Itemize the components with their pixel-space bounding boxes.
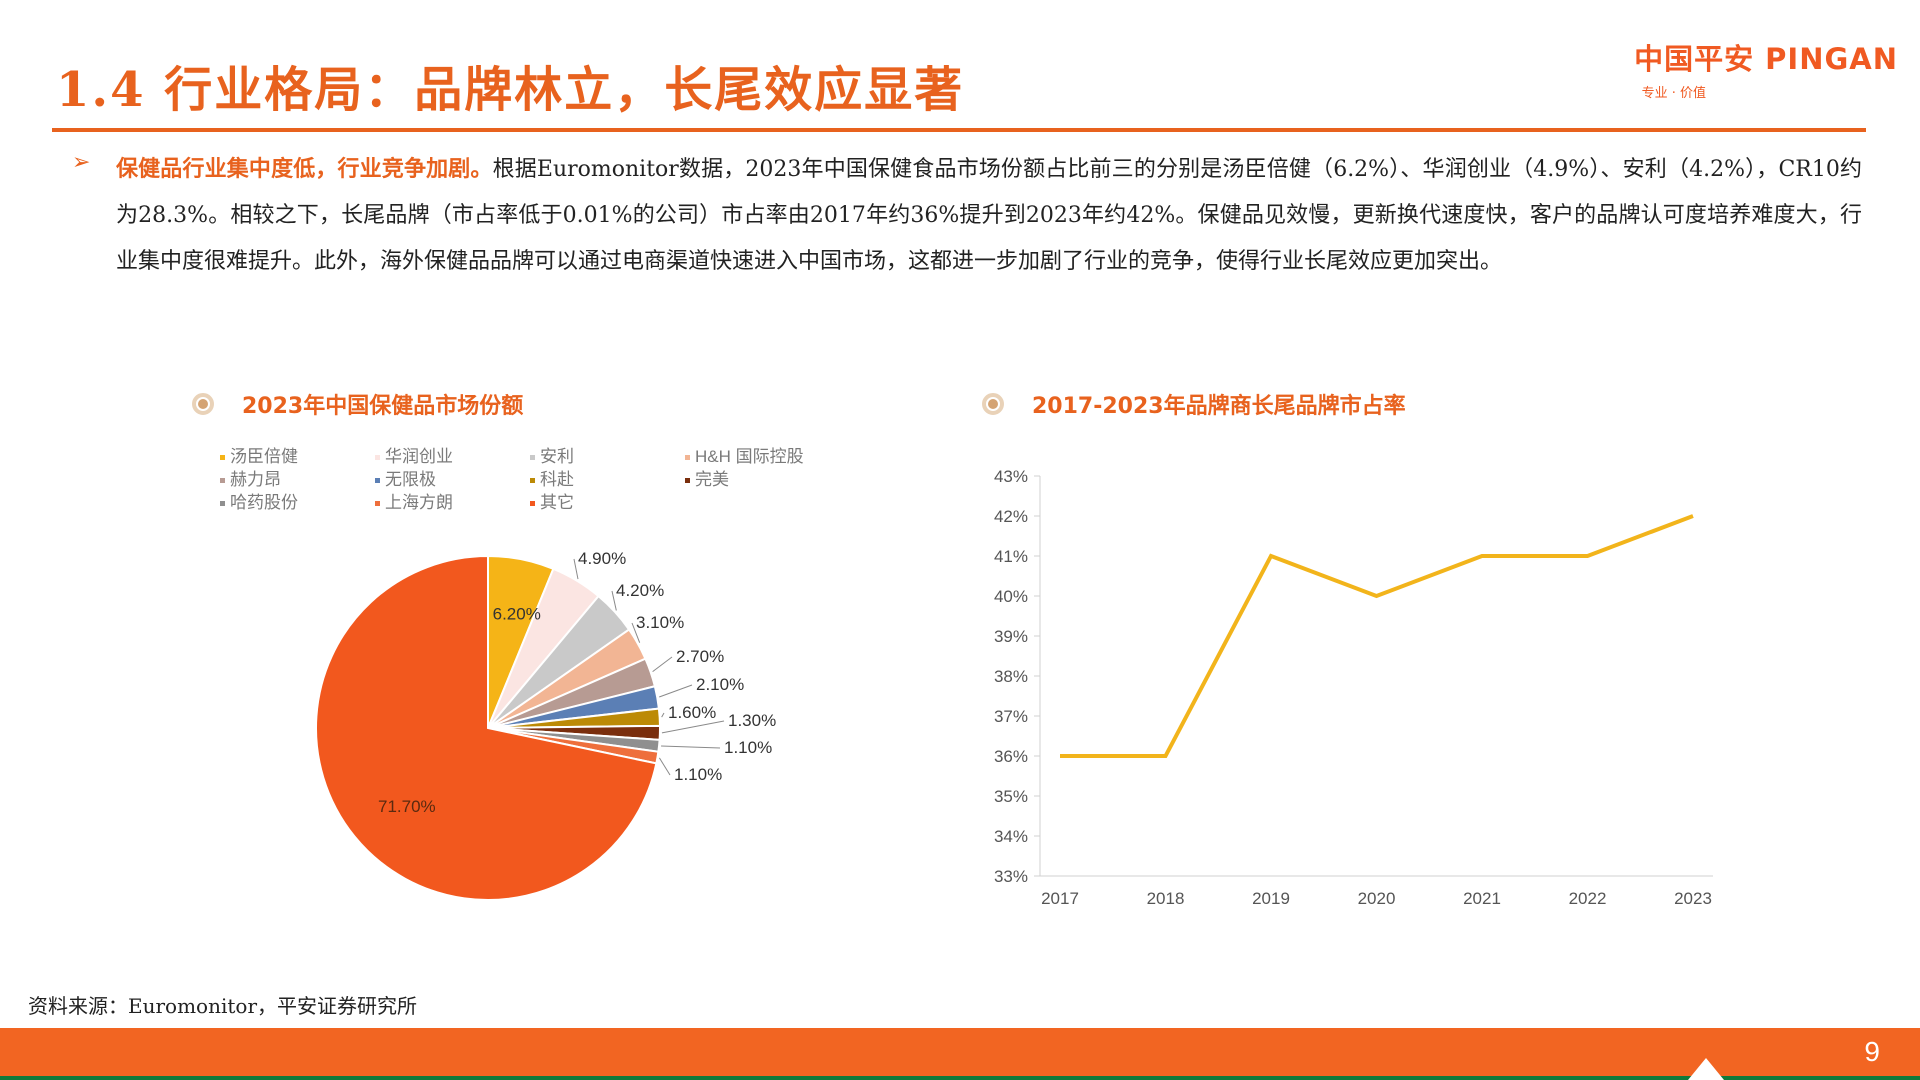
- target-bullet-icon: [192, 393, 214, 415]
- data-label: 6.20%: [493, 604, 541, 623]
- y-tick-label: 36%: [994, 747, 1028, 766]
- data-label: 4.90%: [578, 549, 626, 568]
- legend-label: H&H 国际控股: [695, 447, 804, 466]
- leader-line: [611, 590, 617, 611]
- x-tick-label: 2019: [1252, 889, 1290, 908]
- legend-swatch: [375, 455, 380, 460]
- y-tick-label: 40%: [994, 587, 1028, 606]
- data-label: 1.10%: [724, 738, 772, 757]
- y-tick-label: 34%: [994, 827, 1028, 846]
- legend-label: 赫力昂: [230, 470, 281, 489]
- line-chart-title: 2017-2023年品牌商长尾品牌市占率: [1032, 394, 1406, 419]
- legend-label: 其它: [540, 493, 574, 512]
- x-tick-label: 2018: [1147, 889, 1185, 908]
- long-tail-share-line-chart: 33% 34% 35% 36% 37% 38% 39% 40% 41% 42% 43% 2017 201…: [994, 467, 1713, 908]
- legend-swatch: [375, 478, 380, 483]
- legend-swatch: [685, 478, 690, 483]
- y-tick-label: 41%: [994, 547, 1028, 566]
- footer-green-stripe: [0, 1076, 1920, 1080]
- logo-wordmark: 中国平安 PINGAN: [1634, 42, 1898, 76]
- legend-label: 上海方朗: [385, 493, 453, 512]
- x-tick-label: 2017: [1041, 889, 1079, 908]
- intro-paragraph: 保健品行业集中度低，行业竞争加剧。根据Euromonitor数据，2023年中国…: [116, 146, 1862, 285]
- pie-slice: [315, 554, 658, 901]
- data-label: 2.70%: [676, 647, 724, 666]
- y-tick-label: 37%: [994, 707, 1028, 726]
- y-tick-label: 38%: [994, 667, 1028, 686]
- y-tick-label: 42%: [994, 507, 1028, 526]
- source-note: 资料来源：Euromonitor，平安证券研究所: [28, 994, 418, 1018]
- y-tick-label: 35%: [994, 787, 1028, 806]
- legend-label: 汤臣倍健: [230, 447, 298, 466]
- legend-label: 无限极: [385, 470, 436, 489]
- legend-swatch: [685, 455, 690, 460]
- legend-label: 科赴: [540, 470, 574, 489]
- leader-line: [652, 656, 673, 673]
- pie-chart-heading: 2023年中国保健品市场份额: [192, 388, 523, 420]
- legend-swatch: [220, 455, 225, 460]
- data-label: 4.20%: [616, 581, 664, 600]
- intro-highlight: 保健品行业集中度低，行业竞争加剧。: [116, 156, 493, 182]
- leader-line: [658, 757, 671, 776]
- y-tick-label: 39%: [994, 627, 1028, 646]
- legend-swatch: [220, 501, 225, 506]
- legend-label: 哈药股份: [230, 493, 298, 512]
- y-tick-label: 43%: [994, 467, 1028, 486]
- intro-body: 根据Euromonitor数据，2023年中国保健食品市场份额占比前三的分别是汤…: [116, 157, 1862, 274]
- logo-slogan: 专业 · 价值: [1641, 86, 1706, 101]
- leader-line: [661, 745, 721, 749]
- data-label: 1.10%: [674, 765, 722, 784]
- leader-line: [573, 558, 579, 580]
- page-title: 1.4 行业格局：品牌林立，长尾效应显著: [56, 62, 965, 118]
- x-tick-label: 2020: [1358, 889, 1396, 908]
- title-divider: [52, 128, 1866, 132]
- y-tick-label: 33%: [994, 867, 1028, 886]
- target-bullet-icon: [982, 393, 1004, 415]
- pingan-logo: 中国平安 PINGAN 专业 · 价值: [1634, 36, 1898, 101]
- leader-line: [631, 622, 641, 643]
- legend-swatch: [220, 478, 225, 483]
- leader-line: [661, 712, 665, 718]
- x-tick-label: 2021: [1463, 889, 1501, 908]
- leader-line: [661, 720, 725, 734]
- data-label: 3.10%: [636, 613, 684, 632]
- legend-swatch: [530, 501, 535, 506]
- triangle-mark-icon: [1688, 1058, 1724, 1080]
- bullet-arrow-icon: ➢: [72, 150, 91, 175]
- legend-swatch: [375, 501, 380, 506]
- legend-swatch: [530, 455, 535, 460]
- x-tick-label: 2022: [1569, 889, 1607, 908]
- leader-line: [659, 684, 693, 698]
- legend-label: 华润创业: [385, 447, 453, 466]
- line-chart-heading: 2017-2023年品牌商长尾品牌市占率: [982, 388, 1406, 420]
- pie-chart-title: 2023年中国保健品市场份额: [242, 394, 524, 419]
- data-label: 71.70%: [378, 797, 436, 816]
- data-label: 1.30%: [728, 711, 776, 730]
- series-line: [1060, 514, 1694, 758]
- data-label: 1.60%: [668, 703, 716, 722]
- footer-bar: [0, 1028, 1920, 1080]
- x-tick-label: 2023: [1674, 889, 1712, 908]
- legend-swatch: [530, 478, 535, 483]
- legend-label: 安利: [540, 447, 574, 466]
- data-label: 2.10%: [696, 675, 744, 694]
- page-number: 9: [1864, 1036, 1880, 1067]
- legend-label: 完美: [695, 470, 729, 489]
